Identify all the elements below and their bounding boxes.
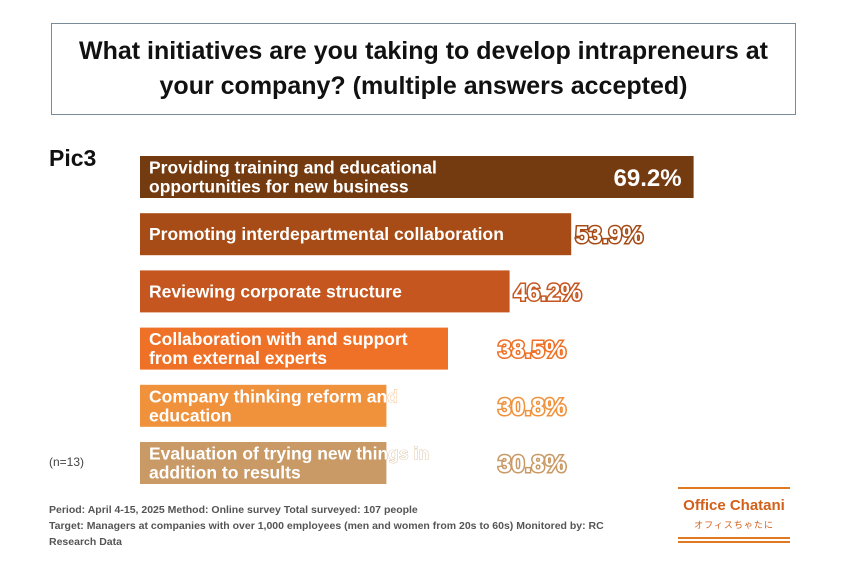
category-label-5: Company thinking reform and education xyxy=(149,386,398,425)
value-label-5: 30.8% xyxy=(498,394,566,421)
category-label-6: Evaluation of trying new things in additi… xyxy=(149,444,429,483)
footer-line-2: Target: Managers at companies with over … xyxy=(49,519,604,532)
pic-label: Pic3 xyxy=(49,145,97,171)
bar-1 xyxy=(140,156,694,198)
sample-size-note: (n=13) xyxy=(49,455,85,469)
value-label-4: 38.5% xyxy=(498,337,566,364)
logo-name: Office Chatani xyxy=(683,497,785,514)
chart-title: What initiatives are you taking to devel… xyxy=(78,37,769,100)
bar-6 xyxy=(140,442,387,484)
bar-3 xyxy=(140,270,510,313)
category-label-4: Collaboration with and support from exter… xyxy=(149,329,408,368)
value-label-6: 30.8% xyxy=(498,451,566,478)
chart-title-box: What initiatives are you taking to devel… xyxy=(51,23,796,115)
value-label-3: 46.2% xyxy=(514,279,582,306)
footer-line-1: Period: April 4-15, 2025 Method: Online … xyxy=(49,504,418,516)
value-label-1: 69.2% xyxy=(614,165,682,192)
category-label-3: Reviewing corporate structure xyxy=(149,281,402,301)
category-label-1: Providing training and educational opport… xyxy=(149,158,437,197)
footer-notes: Period: April 4-15, 2025 Method: Online … xyxy=(49,503,659,550)
bar-4 xyxy=(140,327,448,370)
logo-kana: オフィスちゃたに xyxy=(694,520,774,530)
value-label-2: 53.9% xyxy=(575,222,643,249)
footer-line-3: Research Data xyxy=(49,535,122,548)
office-chatani-logo: Office Chatani オフィスちゃたに xyxy=(672,487,796,545)
category-label-2: Promoting interdepartmental collaboratio… xyxy=(149,224,504,244)
bar-5 xyxy=(140,384,387,427)
bar-2 xyxy=(140,213,572,256)
